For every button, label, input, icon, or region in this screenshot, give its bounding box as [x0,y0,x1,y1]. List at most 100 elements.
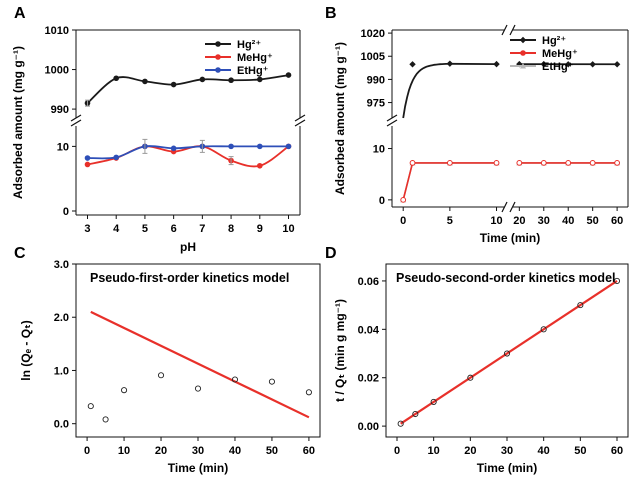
a-axis-break-mark [70,114,82,122]
b-data-point-mehg [589,160,596,166]
a-x-axis-label: pH [180,240,196,254]
b-x-tick-label: 40 [562,215,574,227]
d-data-point [540,326,547,333]
a-y-axis-label: Adsorbed amount (mg g⁻¹) [11,46,25,199]
d-x-tick-label: 30 [501,445,513,457]
panel-label-c: C [14,245,26,262]
c-data-point [305,389,312,396]
b-y-tick-label: 0 [379,195,385,207]
c-data-point [268,378,275,385]
b-data-point-hg [409,61,416,68]
d-y-tick-label: 0.00 [358,421,379,433]
panel-label-d: D [325,245,337,262]
b-x-tick-label: 10 [490,215,502,227]
b-x-tick-label: 60 [611,215,623,227]
d-x-tick-label: 0 [394,445,400,457]
a-data-point-mehg [256,162,263,169]
panel-d-chart: D 0.00 0.02 0.04 0.06 0 10 20 30 40 50 60 Time (min)… [325,245,629,475]
b-series-line-hg [402,62,497,119]
d-chart-title: Pseudo-second-order kinetics model [396,271,616,285]
b-y-tick-label: 10 [373,144,385,156]
a-x-tick-label: 3 [84,223,90,235]
c-data-point [121,387,128,394]
b-x-tick-label: 30 [538,215,550,227]
c-data-point [194,385,202,392]
c-plot-frame [75,263,321,438]
a-data-point-ethg [228,143,234,150]
d-x-tick-label: 60 [611,445,623,457]
c-y-tick-label: 2.0 [54,312,69,324]
b-y-axis-label: Adsorbed amount (mg g⁻¹) [333,42,347,195]
b-y-tick-label: 1020 [361,28,385,40]
panel-label-b: B [325,5,337,22]
d-data-point [577,302,584,309]
c-x-tick-label: 0 [84,445,90,457]
c-x-tick-label: 50 [266,445,278,457]
d-data-point [503,350,511,357]
b-x-tick-label: 0 [400,215,406,227]
d-y-tick-label: 0.04 [358,324,380,336]
b-data-point-hg [565,61,572,68]
d-y-tick-label: 0.06 [358,276,379,288]
d-data-point [467,374,474,381]
a-axis-break-mark [294,114,306,122]
b-y-tick-label: 990 [367,74,385,86]
d-y-axis-label: t / Qₜ (min g mg⁻¹) [333,299,347,402]
d-y-tick-label: 0.02 [358,373,379,385]
b-x-tick-label: 50 [587,215,599,227]
c-data-point [157,372,165,379]
a-legend-label-ethg: EtHg⁺ [237,65,269,77]
b-series-line-mehg [402,162,497,201]
a-y-tick-label: 990 [51,104,69,116]
a-data-point-hg [199,76,206,83]
a-data-point-ethg [285,143,292,150]
b-x-break-mark [501,201,508,213]
a-y-tick-label: 1000 [45,65,69,77]
d-data-point [412,410,419,418]
b-legend-label-mehg: MeHg⁺ [542,48,578,60]
b-data-point-hg [493,60,500,68]
panel-a-chart: A 990 1000 1010 0 10 3 4 5 6 7 8 9 10 pH Adsorbed amoun… [11,5,306,254]
b-data-point-mehg [493,160,500,166]
c-chart-title: Pseudo-first-order kinetics model [90,271,289,285]
a-x-tick-label: 7 [199,223,205,235]
a-data-point-ethg [256,143,263,150]
b-data-point-mehg [614,160,621,166]
a-axis-break-mark [294,119,306,127]
d-x-axis-label: Time (min) [477,461,537,475]
b-data-point-hg [589,61,596,68]
d-x-tick-label: 10 [428,445,440,457]
d-data-point [613,277,621,284]
c-x-tick-label: 20 [155,445,167,457]
a-y-tick-label: 1010 [45,25,69,37]
a-data-point-ethg [113,154,120,161]
a-data-point-hg [285,72,292,78]
a-x-tick-label: 8 [228,223,234,235]
a-legend-marker-ethg [215,67,221,73]
a-x-tick-label: 5 [142,223,148,235]
b-x-tick-label: 5 [447,215,453,227]
d-data-point [397,420,404,427]
b-x-break-mark [509,201,516,213]
a-legend-marker-mehg [215,54,221,60]
b-y-tick-label: 1005 [361,51,385,63]
b-legend-marker-mehg [520,50,526,56]
a-x-tick-label: 9 [257,223,263,235]
a-x-tick-label: 4 [113,223,120,235]
c-data-point [231,376,239,383]
a-data-point-mehg [84,161,91,168]
a-data-point-hg [228,77,234,84]
c-y-axis-label: ln (Qₑ - Qₜ) [19,320,33,381]
d-data-point [430,398,437,405]
b-x-break-mark [509,24,516,36]
d-x-tick-label: 40 [538,445,550,457]
c-y-tick-label: 0.0 [54,419,69,431]
b-legend-label-ethg: EtHg⁺ [542,61,574,73]
a-y-tick-label: 10 [57,141,69,153]
c-fit-line [90,310,310,419]
a-data-point-hg [170,81,177,88]
a-legend-label-hg: Hg²⁺ [237,39,261,51]
b-x-axis-label: Time (min) [480,231,540,245]
